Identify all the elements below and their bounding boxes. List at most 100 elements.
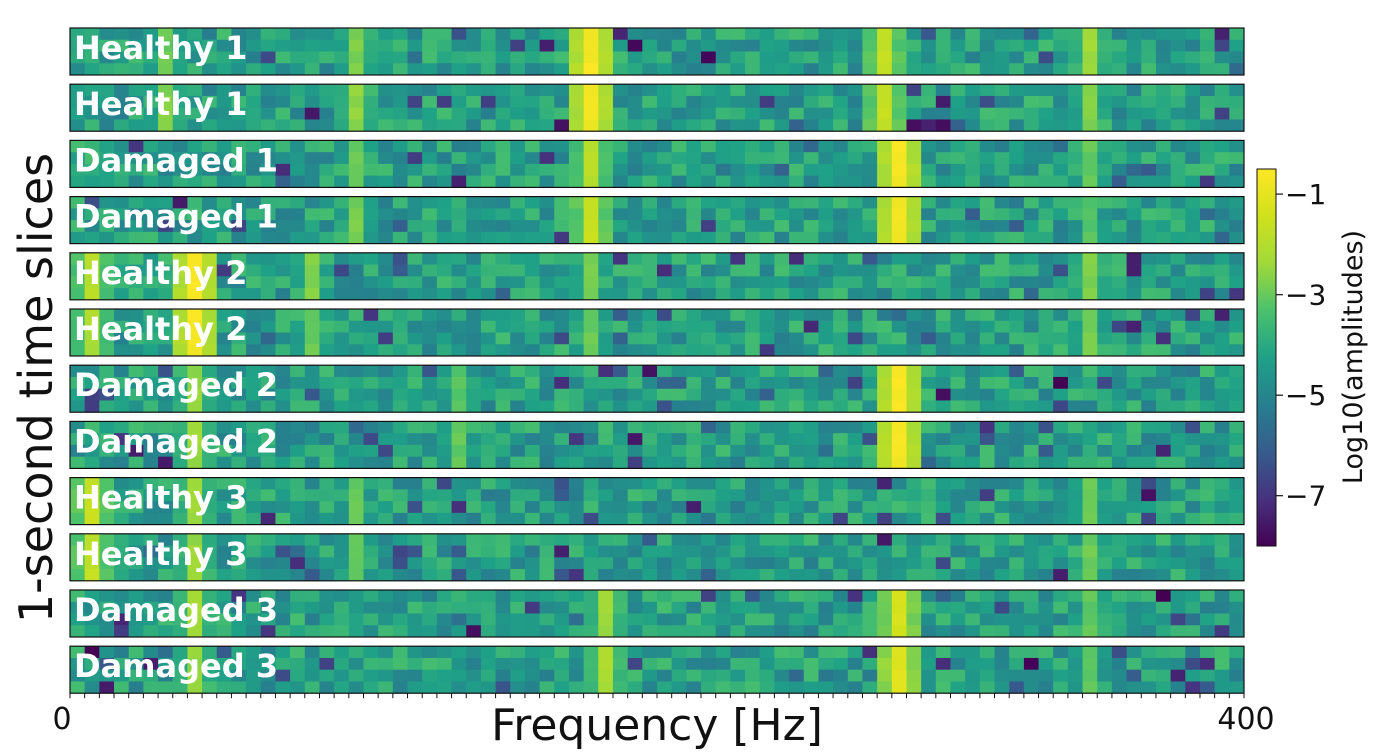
heatmap-cell [891, 376, 907, 390]
heatmap-cell [671, 208, 687, 221]
heatmap-cell [1097, 309, 1113, 322]
heatmap-cell [495, 569, 511, 582]
heatmap-cell [348, 376, 364, 390]
heatmap-cell [657, 84, 673, 97]
heatmap-cell [891, 175, 907, 188]
heatmap-cell [818, 557, 834, 570]
heatmap-cell [671, 601, 687, 614]
heatmap-cell [363, 646, 379, 659]
heatmap-cell [422, 669, 438, 682]
heatmap-cell [275, 557, 291, 570]
heatmap-cell [99, 376, 115, 390]
heatmap-cell [436, 433, 452, 446]
heatmap-cell [906, 477, 922, 490]
heatmap-cell [1082, 557, 1098, 570]
heatmap-cell [422, 196, 438, 209]
heatmap-cell [965, 512, 981, 525]
heatmap-cell [524, 489, 540, 502]
heatmap-cell [745, 208, 761, 221]
heatmap-cell [1097, 107, 1113, 120]
heatmap-cell [231, 95, 247, 109]
row-frame [69, 139, 1245, 188]
heatmap-cell [407, 545, 423, 558]
heatmap-cell [114, 95, 130, 109]
heatmap-cell [583, 669, 599, 682]
heatmap-cell [1155, 421, 1172, 434]
heatmap-cell [1097, 444, 1113, 458]
heatmap-cell [1067, 140, 1083, 153]
heatmap-cell [1199, 63, 1216, 76]
heatmap-cell [789, 332, 805, 345]
heatmap-cell [994, 533, 1010, 546]
heatmap-cell [172, 39, 188, 52]
heatmap-cell [994, 344, 1010, 357]
heatmap-cell [554, 681, 570, 694]
heatmap-cell [480, 264, 496, 277]
heatmap-cell [1023, 376, 1039, 390]
heatmap-cell [789, 39, 805, 52]
heatmap-cell [671, 309, 687, 322]
heatmap-cell [246, 208, 262, 221]
heatmap-cell [701, 84, 717, 97]
heatmap-cell [1141, 220, 1157, 233]
heatmap-cell [1023, 107, 1039, 120]
heatmap-cell [730, 309, 746, 322]
heatmap-cell [216, 489, 232, 502]
heatmap-cell [759, 545, 775, 558]
heatmap-cell [436, 444, 452, 458]
heatmap-cell [378, 220, 394, 233]
heatmap-cell [789, 545, 805, 558]
heatmap-cell [246, 220, 262, 233]
heatmap-cell [495, 433, 511, 446]
heatmap-cell [1229, 163, 1245, 177]
heatmap-cell [260, 231, 276, 244]
heatmap-cell [1053, 646, 1069, 659]
heatmap-cell [554, 39, 570, 52]
heatmap-cell [187, 208, 203, 221]
heatmap-cell [774, 421, 790, 434]
heatmap-cell [407, 140, 423, 153]
heatmap-cell [583, 388, 599, 401]
heatmap-cell [759, 252, 775, 265]
heatmap-cell [1038, 613, 1054, 626]
heatmap-cell [1199, 320, 1216, 333]
heatmap-cell [906, 264, 922, 277]
heatmap-cell [847, 590, 863, 603]
heatmap-cell [114, 107, 130, 120]
heatmap-cell [334, 625, 350, 638]
heatmap-cell [70, 152, 86, 165]
heatmap-cell [187, 657, 203, 671]
heatmap-cell [1023, 309, 1039, 322]
heatmap-cell [422, 433, 438, 446]
heatmap-cell [158, 63, 174, 76]
heatmap-cell [568, 276, 585, 289]
heatmap-cell [847, 28, 863, 41]
heatmap-cell [847, 288, 863, 301]
heatmap-cell [657, 344, 673, 357]
heatmap-cell [1141, 288, 1157, 301]
heatmap-cell [275, 107, 291, 120]
heatmap-cell [334, 28, 350, 41]
heatmap-cell [1111, 264, 1127, 277]
heatmap-cell [334, 39, 350, 52]
heatmap-cell [1038, 501, 1054, 514]
heatmap-cell [877, 388, 893, 401]
heatmap-cell [627, 196, 643, 209]
heatmap-cell [789, 477, 805, 490]
heatmap-cell [789, 140, 805, 153]
heatmap-cell [451, 625, 467, 638]
heatmap-cell [1141, 320, 1157, 333]
heatmap-cell [172, 276, 188, 289]
heatmap-cell [1097, 28, 1113, 41]
heatmap-cell [891, 95, 907, 109]
heatmap-cell [1009, 84, 1025, 97]
heatmap-cell [334, 84, 350, 97]
heatmap-cell [422, 501, 438, 514]
heatmap-cell [290, 533, 306, 546]
heatmap-cell [627, 376, 643, 390]
heatmap-cell [363, 95, 379, 109]
heatmap-cell [965, 320, 981, 333]
heatmap-cell [143, 365, 159, 378]
heatmap-cell [818, 456, 834, 469]
heatmap-cell [979, 489, 995, 502]
